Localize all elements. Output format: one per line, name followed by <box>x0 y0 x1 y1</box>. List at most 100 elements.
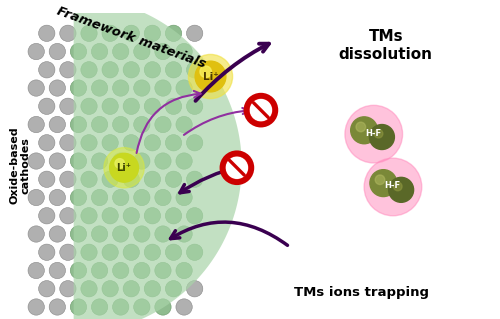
Ellipse shape <box>123 171 140 188</box>
Circle shape <box>374 129 383 138</box>
Ellipse shape <box>144 208 160 224</box>
Ellipse shape <box>176 226 192 242</box>
Circle shape <box>188 55 232 99</box>
Ellipse shape <box>186 135 203 151</box>
Ellipse shape <box>176 43 192 60</box>
Circle shape <box>195 61 226 92</box>
Circle shape <box>370 170 397 197</box>
Ellipse shape <box>112 80 129 96</box>
Circle shape <box>110 153 138 182</box>
Ellipse shape <box>81 281 97 297</box>
Ellipse shape <box>102 98 118 115</box>
Ellipse shape <box>28 299 44 315</box>
Ellipse shape <box>144 244 160 260</box>
Ellipse shape <box>38 171 55 188</box>
Ellipse shape <box>134 189 150 206</box>
Circle shape <box>226 157 248 179</box>
Ellipse shape <box>28 262 44 279</box>
Circle shape <box>115 159 124 168</box>
Ellipse shape <box>60 135 76 151</box>
Ellipse shape <box>155 43 171 60</box>
Ellipse shape <box>176 299 192 315</box>
Ellipse shape <box>176 116 192 133</box>
Ellipse shape <box>186 244 203 260</box>
Ellipse shape <box>38 208 55 224</box>
Ellipse shape <box>81 62 97 78</box>
Ellipse shape <box>155 80 171 96</box>
Ellipse shape <box>60 244 76 260</box>
Circle shape <box>250 99 272 121</box>
Ellipse shape <box>38 281 55 297</box>
Ellipse shape <box>81 208 97 224</box>
Ellipse shape <box>102 171 118 188</box>
Text: TMs ions trapping: TMs ions trapping <box>294 286 429 299</box>
Ellipse shape <box>166 62 182 78</box>
Ellipse shape <box>81 171 97 188</box>
Ellipse shape <box>92 189 108 206</box>
Circle shape <box>350 117 378 144</box>
Ellipse shape <box>102 244 118 260</box>
Ellipse shape <box>60 208 76 224</box>
Ellipse shape <box>92 80 108 96</box>
Ellipse shape <box>60 281 76 297</box>
Ellipse shape <box>112 43 129 60</box>
Ellipse shape <box>28 80 44 96</box>
Ellipse shape <box>186 281 203 297</box>
Ellipse shape <box>70 262 86 279</box>
Ellipse shape <box>123 98 140 115</box>
Ellipse shape <box>155 189 171 206</box>
Ellipse shape <box>49 299 66 315</box>
Ellipse shape <box>28 153 44 169</box>
Text: Oxide-based
cathodes: Oxide-based cathodes <box>9 127 30 204</box>
Ellipse shape <box>134 80 150 96</box>
Ellipse shape <box>166 281 182 297</box>
Ellipse shape <box>49 153 66 169</box>
Text: Li⁺: Li⁺ <box>202 72 218 82</box>
Ellipse shape <box>102 281 118 297</box>
Ellipse shape <box>186 98 203 115</box>
Ellipse shape <box>60 171 76 188</box>
Ellipse shape <box>70 43 86 60</box>
Ellipse shape <box>92 226 108 242</box>
Ellipse shape <box>123 135 140 151</box>
Ellipse shape <box>70 80 86 96</box>
Ellipse shape <box>144 135 160 151</box>
Ellipse shape <box>28 43 44 60</box>
Ellipse shape <box>38 25 55 41</box>
Ellipse shape <box>176 262 192 279</box>
Ellipse shape <box>166 25 182 41</box>
Ellipse shape <box>38 98 55 115</box>
Ellipse shape <box>134 116 150 133</box>
Ellipse shape <box>70 153 86 169</box>
Ellipse shape <box>49 43 66 60</box>
Ellipse shape <box>112 153 129 169</box>
Ellipse shape <box>166 98 182 115</box>
Ellipse shape <box>134 153 150 169</box>
Ellipse shape <box>70 299 86 315</box>
Circle shape <box>246 96 276 124</box>
Circle shape <box>200 66 211 78</box>
Text: H-F: H-F <box>365 129 382 138</box>
Ellipse shape <box>112 262 129 279</box>
Ellipse shape <box>28 116 44 133</box>
Ellipse shape <box>38 135 55 151</box>
Ellipse shape <box>123 244 140 260</box>
Ellipse shape <box>123 25 140 41</box>
Ellipse shape <box>60 25 76 41</box>
Polygon shape <box>74 0 241 319</box>
Ellipse shape <box>166 208 182 224</box>
Ellipse shape <box>112 189 129 206</box>
Ellipse shape <box>144 171 160 188</box>
Ellipse shape <box>60 98 76 115</box>
Ellipse shape <box>166 171 182 188</box>
Ellipse shape <box>144 25 160 41</box>
Ellipse shape <box>49 262 66 279</box>
Circle shape <box>394 182 402 191</box>
Ellipse shape <box>186 208 203 224</box>
Ellipse shape <box>166 244 182 260</box>
Ellipse shape <box>92 116 108 133</box>
Circle shape <box>364 158 422 216</box>
Ellipse shape <box>49 189 66 206</box>
Ellipse shape <box>102 25 118 41</box>
Ellipse shape <box>155 116 171 133</box>
